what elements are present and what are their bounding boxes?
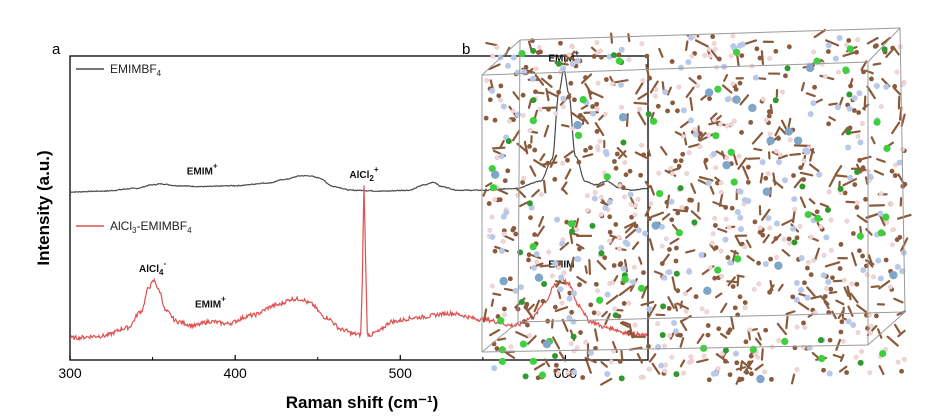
series-line-1 — [69, 185, 649, 342]
atoms-hydrogen — [484, 33, 907, 380]
annotation-layer: EMIM+EMIM+AlCl2+AlCl4-EMIM+EMIM+ — [139, 49, 579, 311]
x-axis-ticks: 300 400 500 600 — [58, 355, 577, 381]
legend-label-1: AlCl3-EMIMBF4 — [110, 219, 192, 235]
atoms-aluminum — [490, 63, 898, 384]
raman-chart: EMIM+EMIM+AlCl2+AlCl4-EMIM+EMIM+ EMIMBF4… — [34, 49, 649, 412]
x-tick-label-2: 500 — [389, 365, 413, 381]
y-axis-title: Intensity (a.u.) — [34, 150, 53, 265]
legend-label-0: EMIMBF4 — [110, 62, 162, 78]
peak-annotation-3: AlCl4- — [139, 259, 166, 277]
legend: EMIMBF4 AlCl3-EMIMBF4 — [76, 62, 192, 235]
x-tick-label-0: 300 — [58, 365, 82, 381]
peak-annotation-0: EMIM+ — [548, 49, 579, 65]
atoms-chlorine — [488, 45, 891, 379]
simulation-box-edges — [481, 27, 906, 353]
atoms-layer — [482, 28, 912, 386]
bonds — [482, 28, 912, 386]
x-tick-label-3: 600 — [554, 365, 578, 381]
peak-annotation-4: EMIM+ — [195, 295, 226, 311]
peak-annotation-1: EMIM+ — [187, 162, 218, 178]
x-tick-label-1: 400 — [223, 365, 247, 381]
panel-label-a: a — [52, 41, 61, 58]
series-layer — [69, 67, 649, 342]
panel-label-b: b — [462, 41, 470, 58]
x-axis-title: Raman shift (cm⁻¹) — [286, 393, 439, 412]
peak-annotation-2: AlCl2+ — [349, 165, 378, 183]
plot-frame — [69, 55, 649, 361]
molecular-simulation-box — [481, 27, 912, 386]
series-line-0 — [69, 67, 649, 193]
